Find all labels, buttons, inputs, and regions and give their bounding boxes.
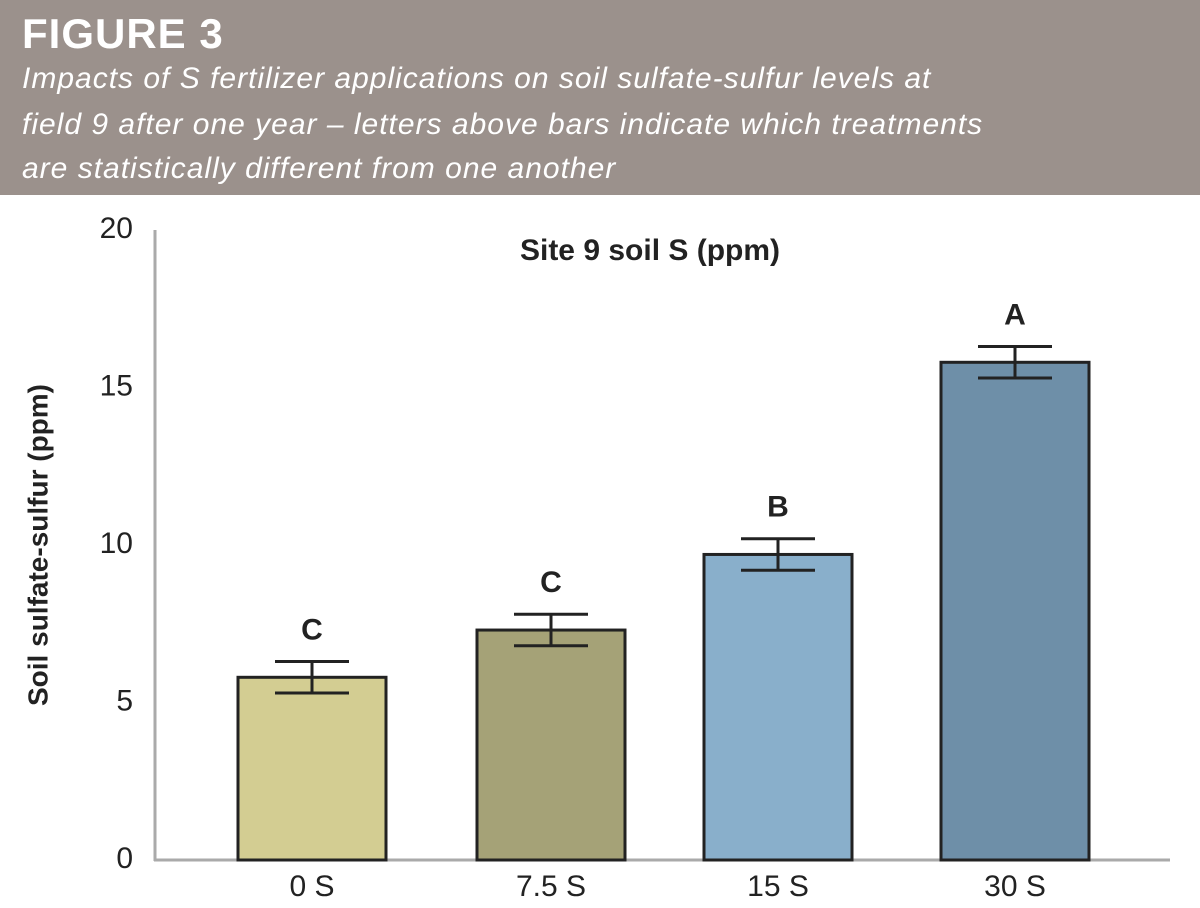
significance-letter: C [540,566,562,599]
bar [939,360,1091,862]
significance-letter: A [1004,298,1026,331]
error-bar [514,612,588,648]
bar [236,675,388,862]
figure-label: FIGURE 3 [22,10,224,57]
error-bar [741,537,815,572]
x-tick-label: 0 S [289,870,334,903]
subtitle-line: field 9 after one year – letters above b… [22,108,984,141]
x-tick-label: 7.5 S [516,870,586,903]
y-tick-label: 0 [116,842,133,875]
error-bar [978,345,1052,380]
y-tick-label: 15 [100,369,133,402]
significance-letter: B [767,491,789,524]
chart-title: Site 9 soil S (ppm) [520,234,780,267]
y-tick-label: 10 [100,527,133,560]
y-tick-label: 5 [116,684,133,717]
subtitle-line: Impacts of S fertilizer applications on … [22,62,932,95]
header: FIGURE 3 Impacts of S fertilizer applica… [0,0,1200,195]
y-axis-label: Soil sulfate-sulfur (ppm) [22,384,53,706]
significance-letter: C [301,613,323,646]
bar [475,628,627,862]
x-tick-label: 15 S [747,870,809,903]
y-tick-label: 20 [100,212,133,245]
subtitle-line: are statistically different from one ano… [22,152,617,185]
error-bar [275,660,349,695]
x-tick-label: 30 S [984,870,1046,903]
bar [702,552,854,862]
